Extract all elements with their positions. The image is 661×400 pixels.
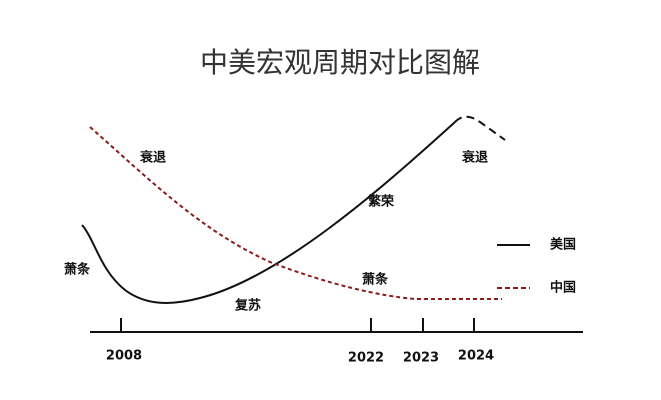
us-curve <box>81 121 456 304</box>
phase-label: 衰退 <box>461 150 488 166</box>
x-label: 2022 <box>348 351 384 366</box>
x-label: 2024 <box>458 349 494 364</box>
x-label: 2008 <box>106 349 142 364</box>
phase-label: 衰退 <box>139 150 166 166</box>
phase-label: 繁荣 <box>368 194 395 210</box>
legend-label: 中国 <box>550 280 576 296</box>
china-curve <box>89 126 502 300</box>
phase-label: 萧条 <box>362 272 389 288</box>
x-label: 2023 <box>403 351 439 366</box>
legend-label: 美国 <box>550 237 576 253</box>
us-curve-forecast <box>454 115 506 141</box>
title: 中美宏观周期对比图解 <box>200 46 480 79</box>
phase-label: 复苏 <box>234 298 261 314</box>
phase-label: 萧条 <box>64 262 91 278</box>
